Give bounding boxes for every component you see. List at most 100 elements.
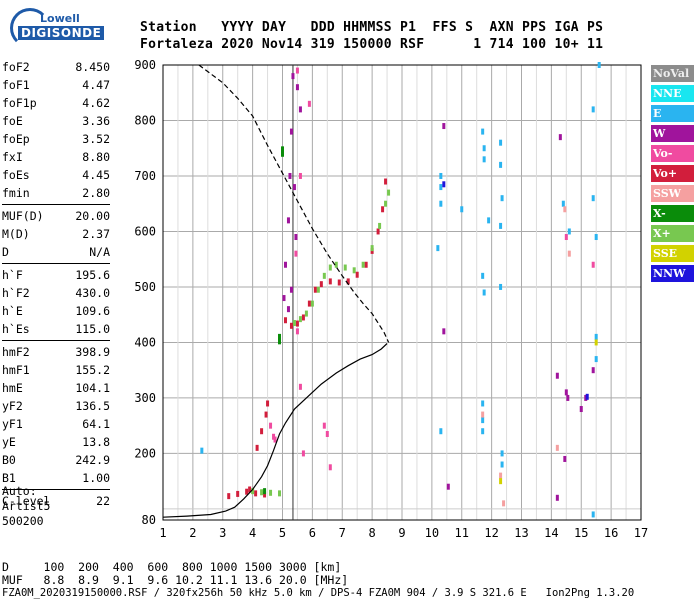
param-name: foF2 (2, 60, 30, 74)
param-value: 430.0 (75, 286, 110, 300)
data-point (439, 172, 443, 179)
param-name: MUF(D) (2, 209, 44, 223)
param-name: hmE (2, 381, 23, 395)
param-row: yE 13.8 (2, 433, 110, 451)
legend-item: SSE (651, 245, 694, 262)
data-point (286, 306, 290, 313)
param-value: 155.2 (75, 363, 110, 377)
data-point (255, 444, 259, 451)
param-name: fxI (2, 150, 23, 164)
data-point (295, 328, 299, 335)
data-point (558, 134, 562, 141)
header-values: Fortaleza 2020 Nov14 319 150000 RSF 1 71… (140, 37, 604, 52)
param-name: h`Es (2, 322, 30, 336)
x-tick-label: 10 (425, 526, 439, 540)
param-value: 2.37 (82, 227, 110, 241)
x-tick-label: 5 (279, 526, 286, 540)
legend-item: E (651, 105, 694, 122)
data-point (236, 490, 240, 497)
x-tick-label: 9 (398, 526, 405, 540)
param-name: B1 (2, 471, 16, 485)
data-point (269, 422, 273, 429)
data-point (564, 389, 568, 396)
data-point (307, 300, 311, 307)
param-row: foEp 3.52 (2, 130, 110, 148)
data-point (499, 283, 503, 290)
data-point (442, 123, 446, 130)
data-point (325, 430, 329, 437)
data-point (334, 261, 338, 268)
param-value: 109.6 (75, 304, 110, 318)
data-point (384, 178, 388, 185)
x-tick-label: 11 (455, 526, 469, 540)
param-name: fmin (2, 186, 30, 200)
data-point (301, 314, 305, 321)
data-point (567, 228, 571, 235)
data-point (482, 289, 486, 296)
data-point (481, 428, 485, 435)
data-point (591, 106, 595, 113)
param-row: foF1p 4.62 (2, 94, 110, 112)
data-point (381, 206, 385, 213)
x-tick-label: 3 (219, 526, 226, 540)
data-point (594, 356, 598, 363)
data-point (439, 200, 443, 207)
param-row: foF1 4.47 (2, 76, 110, 94)
param-name: hmF2 (2, 345, 30, 359)
y-tick-label: 600 (134, 224, 156, 238)
logo-line1: Lowell (40, 12, 80, 25)
data-point (283, 317, 287, 324)
x-tick-label: 15 (574, 526, 588, 540)
legend-item: Vo+ (651, 165, 694, 182)
data-point (263, 491, 267, 498)
y-tick-label: 700 (134, 169, 156, 183)
data-point (481, 128, 485, 135)
data-point (387, 189, 391, 196)
data-point (337, 279, 341, 286)
data-point (260, 428, 264, 435)
data-point (292, 320, 296, 327)
legend-item: NNW (651, 265, 694, 282)
data-point (499, 472, 503, 479)
data-point (322, 272, 326, 279)
legend-item: Vo- (651, 145, 694, 162)
x-tick-label: 7 (339, 526, 346, 540)
data-point (442, 328, 446, 335)
data-point (594, 333, 598, 340)
param-value: 4.62 (82, 96, 110, 110)
data-point (481, 400, 485, 407)
param-value: 13.8 (82, 435, 110, 449)
param-value: 398.9 (75, 345, 110, 359)
param-value: 2.80 (82, 186, 110, 200)
param-row: M(D) 2.37 (2, 225, 110, 243)
x-tick-label: 1 (159, 526, 166, 540)
data-point (251, 488, 255, 495)
param-row: fxI 8.80 (2, 148, 110, 166)
data-point (555, 372, 559, 379)
data-point (316, 286, 320, 293)
param-separator (2, 340, 110, 341)
data-point (282, 295, 286, 302)
data-point (597, 62, 601, 68)
data-point (439, 184, 443, 191)
y-tick-label: 500 (134, 280, 156, 294)
data-point (355, 271, 359, 278)
param-value: 104.1 (75, 381, 110, 395)
data-point (482, 156, 486, 163)
param-row: foE 3.36 (2, 112, 110, 130)
param-value: 8.450 (75, 60, 110, 74)
data-point (248, 486, 252, 493)
data-point (281, 146, 284, 153)
data-point (566, 394, 570, 401)
x-tick-label: 8 (369, 526, 376, 540)
param-row: yF2 136.5 (2, 397, 110, 415)
dashed-profile-line (198, 64, 390, 343)
logo-line2: DIGISONDE (18, 26, 105, 40)
param-value: N/A (89, 245, 110, 259)
data-point (594, 339, 598, 346)
param-name: h`F (2, 268, 23, 282)
param-name: C-level (2, 494, 51, 508)
param-value: 22 (96, 494, 110, 508)
param-name: B0 (2, 453, 16, 467)
logo-swoosh (10, 8, 50, 48)
